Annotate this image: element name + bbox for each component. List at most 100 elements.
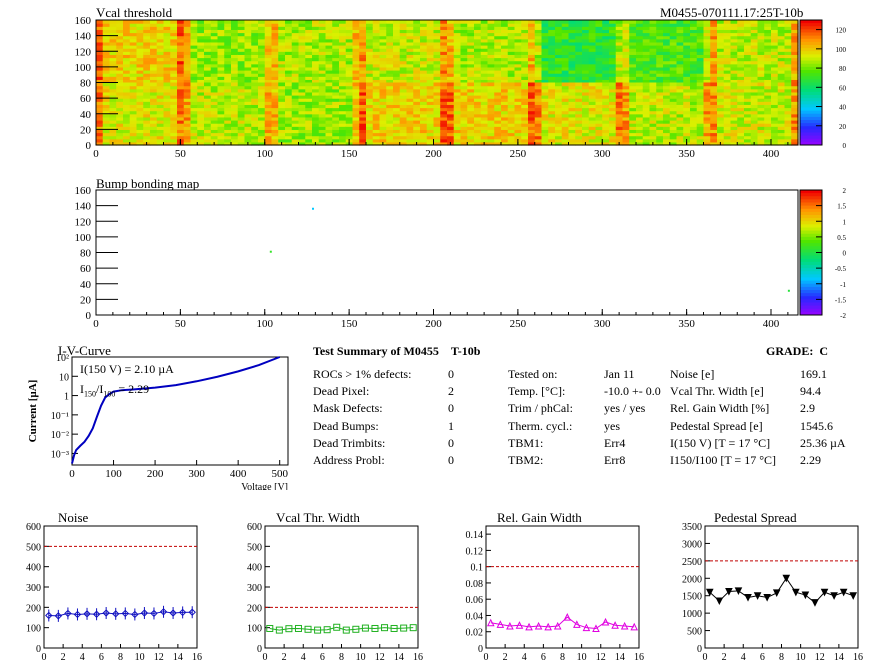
pixel-cell: [237, 51, 246, 55]
pixel-cell: [582, 70, 590, 74]
pixel-cell: [528, 120, 536, 124]
pixel-cell: [345, 23, 354, 27]
pixel-cell: [366, 101, 374, 105]
pixel-cell: [676, 116, 684, 121]
pixel-cell: [656, 85, 664, 90]
pixel-cell: [433, 82, 441, 87]
pixel-cell: [102, 48, 111, 52]
pixel-cell: [399, 126, 408, 130]
pixel-cell: [764, 82, 772, 87]
pixel-cell: [507, 141, 516, 146]
pixel-cell: [622, 123, 630, 127]
pixel-cell: [393, 48, 401, 52]
pixel-cell: [602, 76, 610, 80]
pixel-cell: [480, 26, 489, 30]
pixel-cell: [237, 113, 246, 118]
pixel-cell: [453, 66, 462, 71]
pixel-cell: [217, 88, 225, 93]
pixel-cell: [649, 82, 657, 87]
pixel-cell: [467, 116, 475, 121]
pixel-cell: [528, 76, 536, 80]
pixel-cell: [649, 113, 657, 118]
pixel-cell: [602, 29, 610, 34]
pixel-cell: [305, 45, 313, 49]
pixel-cell: [791, 132, 799, 137]
pixel-cell: [548, 54, 556, 59]
pixel-cell: [143, 126, 151, 130]
pixel-cell: [129, 95, 138, 99]
pixel-cell: [514, 35, 522, 40]
pixel-cell: [244, 138, 252, 143]
pixel-cell: [480, 107, 489, 112]
pixel-cell: [595, 91, 603, 96]
pixel-cell: [325, 66, 333, 71]
pixel-cell: [433, 70, 441, 74]
pixel-cell: [258, 26, 266, 30]
pixel-cell: [710, 113, 718, 118]
pixel-cell: [143, 26, 151, 30]
pixel-cell: [453, 138, 462, 143]
colorbar-band: [800, 29, 822, 33]
colorbar-band: [800, 305, 822, 310]
pixel-cell: [143, 38, 151, 43]
x-tick-label: 10: [577, 652, 587, 663]
pixel-cell: [791, 32, 799, 37]
pixel-cell: [507, 76, 516, 80]
iv-title: I-V-Curve: [58, 343, 111, 358]
pixel-cell: [710, 123, 718, 127]
pixel-cell: [210, 73, 219, 77]
pixel-cell: [663, 91, 671, 96]
pixel-cell: [426, 26, 435, 30]
pixel-cell: [514, 126, 522, 130]
pixel-cell: [548, 79, 556, 84]
pixel-cell: [237, 63, 246, 68]
pixel-cell: [109, 107, 117, 112]
pixel-cell: [669, 91, 678, 96]
pixel-cell: [730, 45, 738, 49]
pixel-cell: [602, 82, 610, 87]
pixel-cell: [683, 38, 691, 43]
x-tick-label: 16: [192, 652, 202, 663]
pixel-cell: [494, 45, 502, 49]
x-tick-label: 400: [763, 318, 780, 330]
pixel-cell: [656, 73, 664, 77]
pixel-cell: [102, 141, 111, 146]
pixel-cell: [561, 57, 570, 62]
iv-y-tick-label: 1: [64, 392, 69, 403]
pixel-cell: [433, 126, 441, 130]
pixel-cell: [372, 138, 381, 143]
pixel-cell: [258, 138, 266, 143]
pixel-cell: [393, 113, 401, 118]
pixel-cell: [136, 54, 144, 59]
pixel-cell: [379, 29, 387, 34]
pixel-cell: [352, 57, 360, 62]
pixel-cell: [163, 135, 171, 140]
pixel-cell: [602, 32, 610, 37]
data-point: [849, 592, 858, 600]
pixel-cell: [764, 88, 772, 93]
pixel-cell: [528, 95, 536, 99]
pixel-cell: [163, 63, 171, 68]
pixel-cell: [474, 26, 482, 30]
pixel-cell: [555, 63, 563, 68]
pixel-cell: [777, 45, 786, 49]
pixel-cell: [730, 35, 738, 40]
pixel-cell: [642, 26, 651, 30]
pixel-cell: [656, 20, 664, 24]
pixel-cell: [548, 126, 556, 130]
pixel-cell: [136, 60, 144, 65]
pixel-cell: [541, 85, 549, 90]
pixel-cell: [541, 110, 549, 115]
pixel-cell: [595, 141, 603, 146]
pixel-cell: [690, 35, 698, 40]
pixel-cell: [271, 110, 279, 115]
pixel-cell: [460, 123, 468, 127]
pixel-cell: [352, 79, 360, 84]
pixel-cell: [514, 113, 522, 118]
pixel-cell: [764, 57, 772, 62]
pixel-cell: [460, 76, 468, 80]
pixel-cell: [372, 126, 381, 130]
pixel-cell: [345, 104, 354, 109]
pixel-cell: [710, 104, 718, 109]
pixel-cell: [420, 48, 428, 52]
